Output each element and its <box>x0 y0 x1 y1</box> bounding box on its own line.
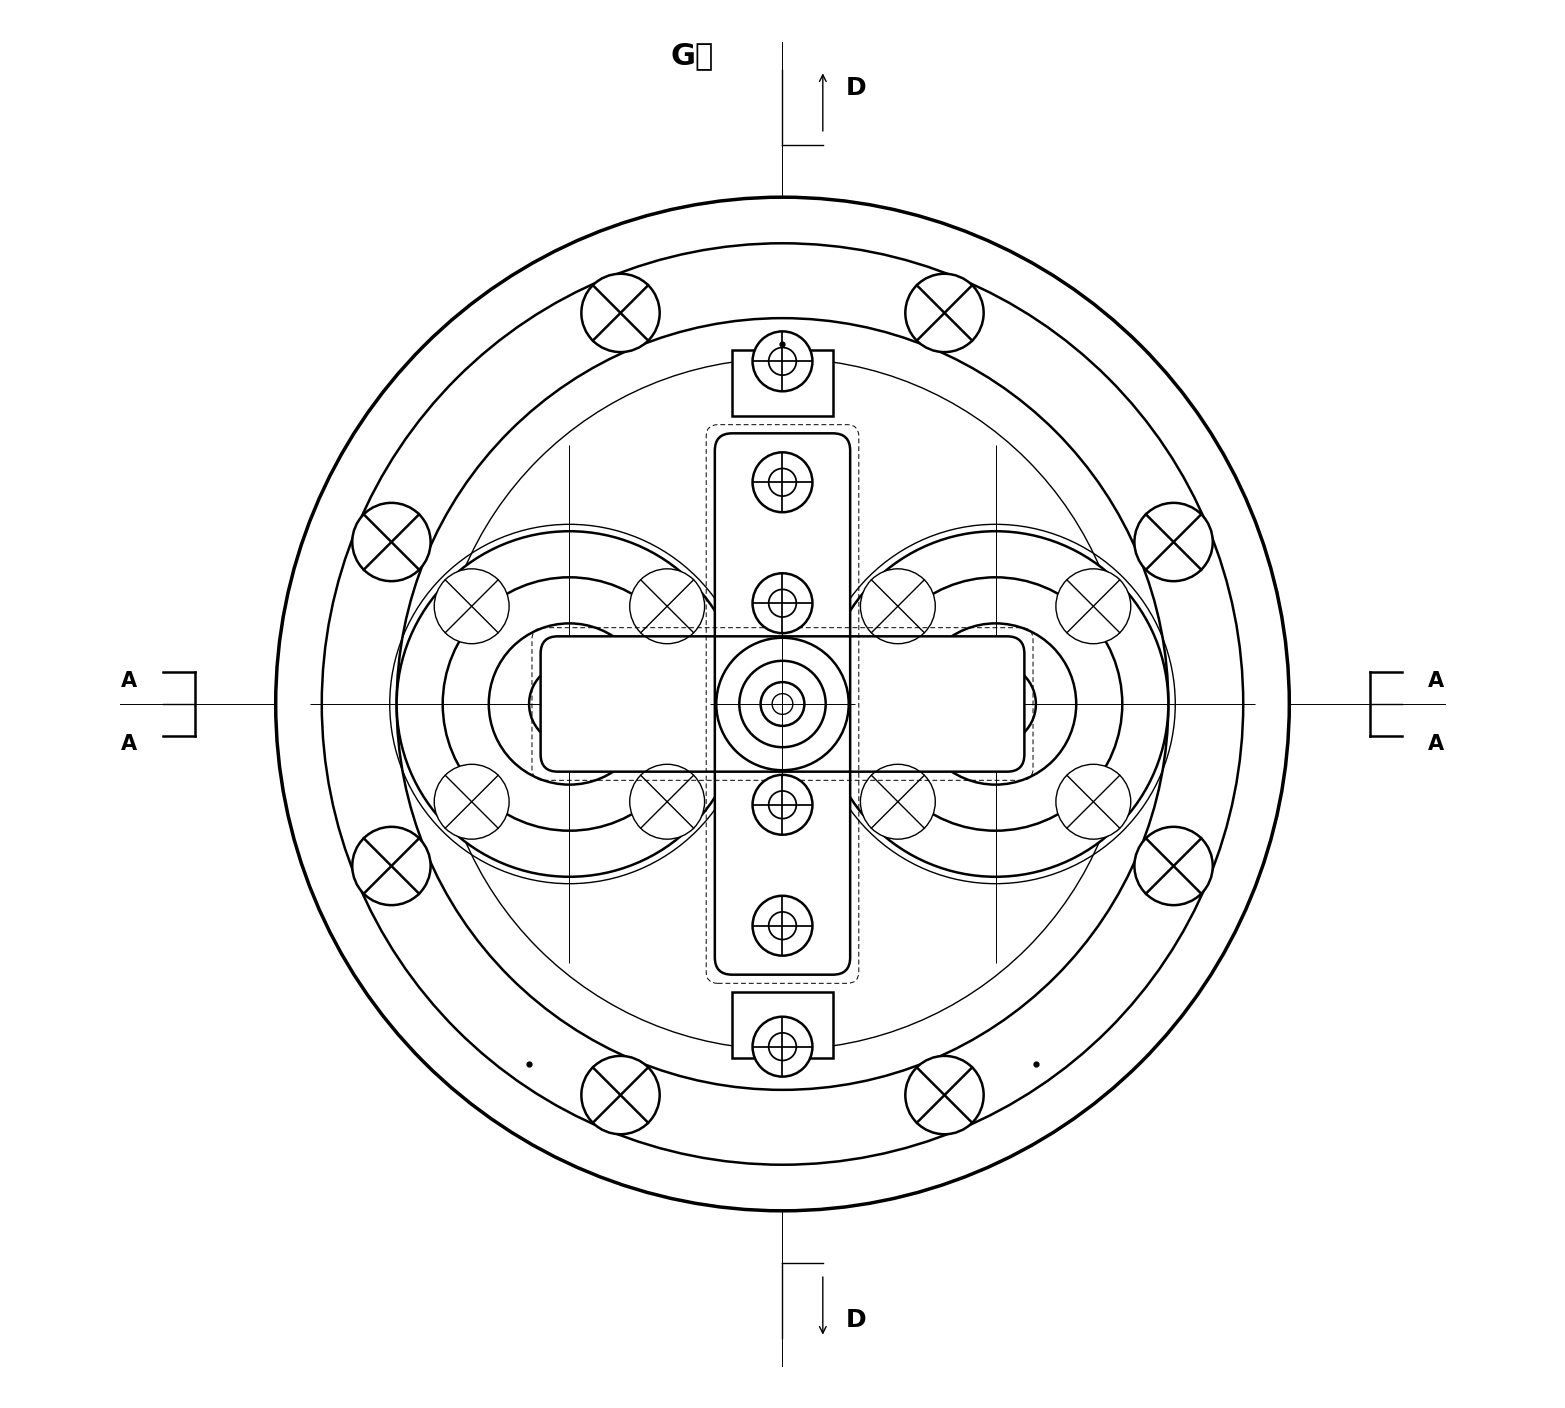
Circle shape <box>753 1017 812 1077</box>
Bar <box>732 349 833 415</box>
Circle shape <box>396 531 742 877</box>
Text: D: D <box>845 1308 867 1332</box>
Circle shape <box>1056 569 1131 643</box>
Circle shape <box>275 197 1290 1211</box>
Circle shape <box>1056 765 1131 839</box>
Circle shape <box>753 452 812 513</box>
Circle shape <box>434 765 509 839</box>
Circle shape <box>581 1056 660 1135</box>
Circle shape <box>823 531 1169 877</box>
FancyBboxPatch shape <box>540 636 1025 772</box>
Circle shape <box>434 569 509 643</box>
Circle shape <box>861 765 936 839</box>
Circle shape <box>753 895 812 956</box>
Circle shape <box>581 273 660 352</box>
Text: A: A <box>122 672 138 691</box>
Text: A: A <box>1427 672 1443 691</box>
Circle shape <box>861 569 936 643</box>
Bar <box>732 993 833 1059</box>
Circle shape <box>1135 826 1213 905</box>
Text: G向: G向 <box>670 41 714 70</box>
Circle shape <box>629 765 704 839</box>
Circle shape <box>905 273 984 352</box>
Text: A: A <box>122 735 138 755</box>
Text: D: D <box>845 76 867 100</box>
Circle shape <box>753 331 812 391</box>
Circle shape <box>629 569 704 643</box>
Circle shape <box>352 503 430 582</box>
Circle shape <box>717 638 848 770</box>
Circle shape <box>753 573 812 634</box>
Circle shape <box>352 826 430 905</box>
FancyBboxPatch shape <box>715 434 850 974</box>
Circle shape <box>1135 503 1213 582</box>
Circle shape <box>905 1056 984 1135</box>
Circle shape <box>753 774 812 835</box>
Text: A: A <box>1427 735 1443 755</box>
